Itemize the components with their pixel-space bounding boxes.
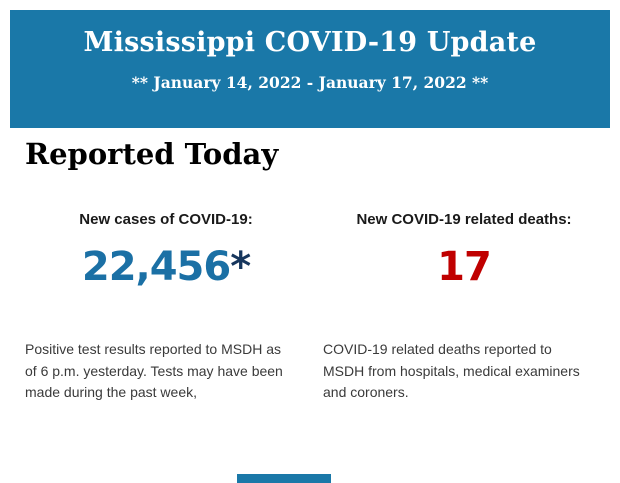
new-deaths-column: New COVID-19 related deaths: 17 COVID-19… bbox=[323, 211, 605, 404]
new-cases-label: New cases of COVID-19: bbox=[79, 211, 253, 228]
new-cases-asterisk: * bbox=[230, 244, 251, 290]
section-heading: Reported Today bbox=[25, 137, 279, 171]
new-deaths-description: COVID-19 related deaths reported to MSDH… bbox=[323, 341, 580, 400]
new-deaths-number: 17 bbox=[437, 244, 492, 290]
new-cases-description: Positive test results reported to MSDH a… bbox=[25, 341, 283, 400]
new-deaths-label: New COVID-19 related deaths: bbox=[356, 211, 572, 228]
new-cases-value: 22,456* bbox=[25, 244, 307, 290]
new-deaths-value: 17 bbox=[323, 244, 605, 290]
new-cases-column: New cases of COVID-19: 22,456* Positive … bbox=[25, 211, 307, 404]
banner-date-range: ** January 14, 2022 - January 17, 2022 *… bbox=[131, 73, 489, 92]
new-cases-number: 22,456 bbox=[81, 244, 231, 290]
header-banner: Mississippi COVID-19 Update ** January 1… bbox=[10, 10, 610, 128]
next-section-banner-partial bbox=[237, 474, 331, 483]
banner-title: Mississippi COVID-19 Update bbox=[83, 27, 537, 58]
